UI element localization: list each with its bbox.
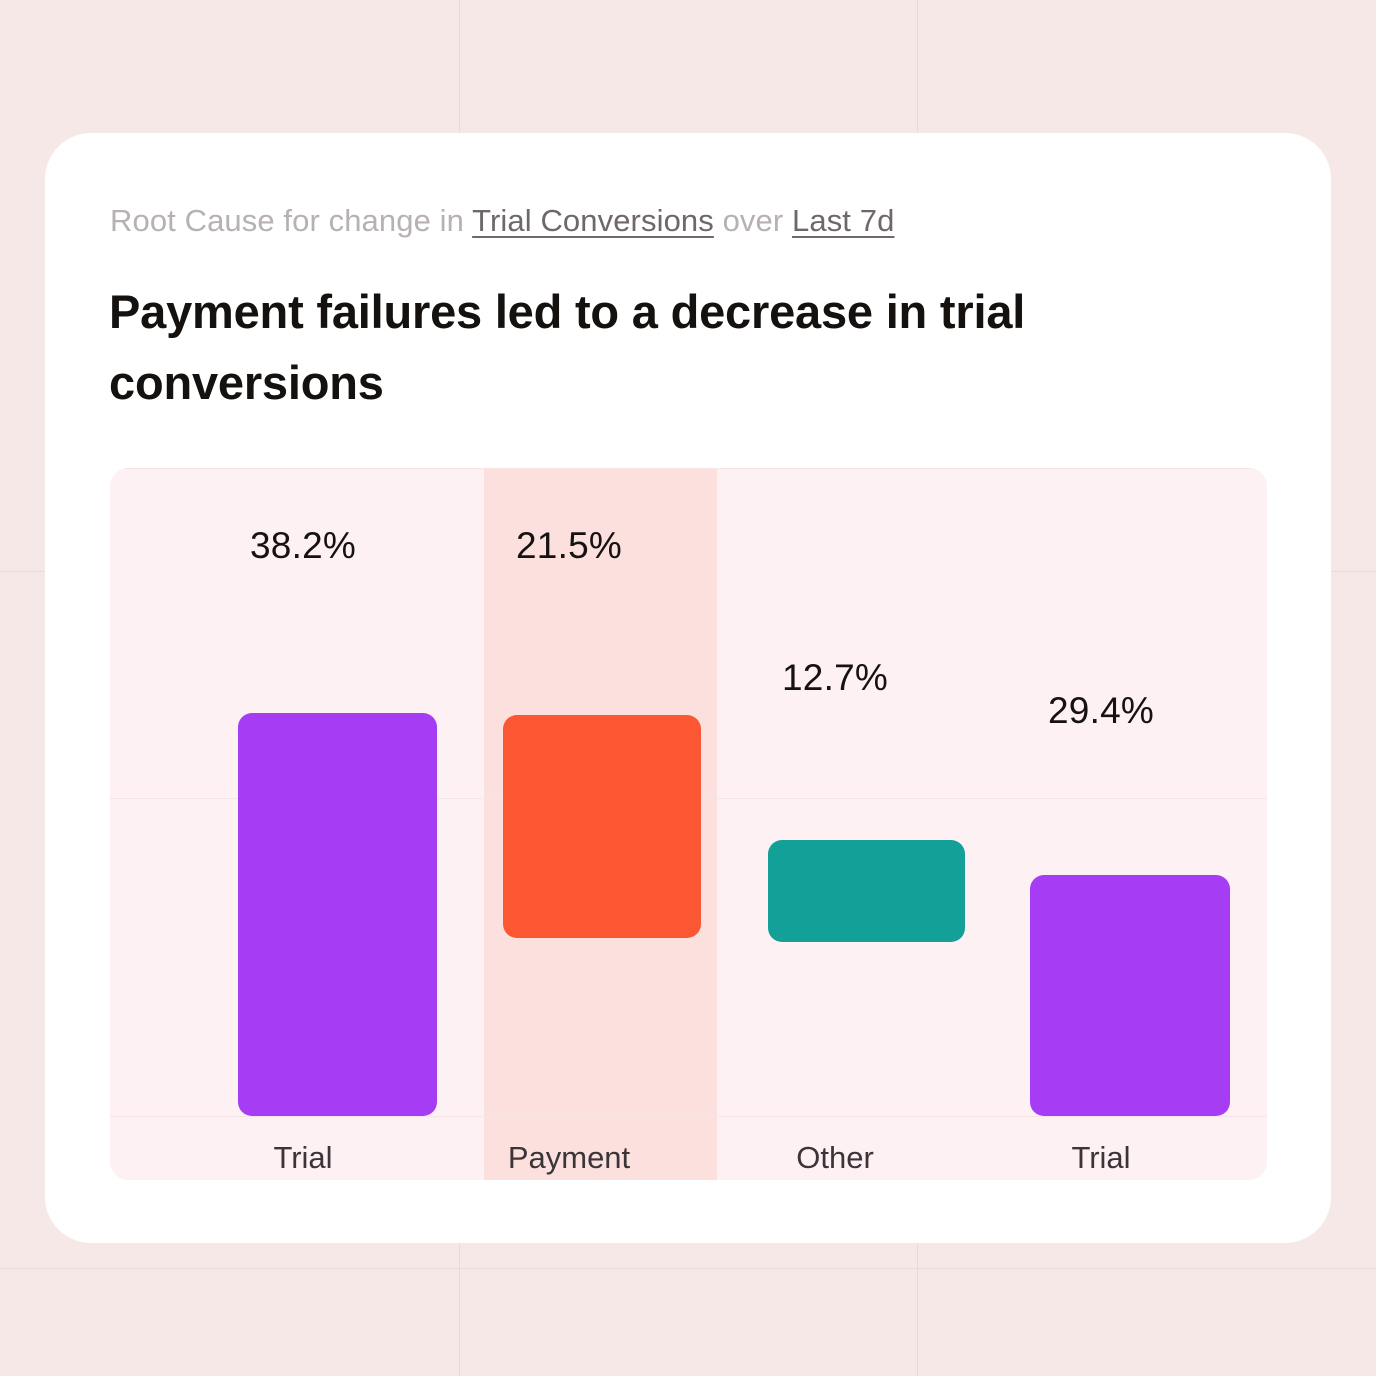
bar-other-actions[interactable] [768,840,965,942]
subtitle-prefix: Root Cause for change in [110,203,464,238]
chart-gridline [110,468,1267,469]
subtitle-middle: over [722,203,784,238]
chart-column: 21.5% Payment Declined [436,468,702,1180]
insight-card: Root Cause for change in Trial Conversio… [45,133,1331,1243]
bar-value-label: 29.4% [1048,690,1154,731]
bar-trial-conversions-today[interactable] [1030,875,1230,1116]
category-label-payment-declined: Payment Declined [507,1140,631,1175]
waterfall-chart: 38.2% Trial Conversions Last Month 21.5%… [110,468,1267,1180]
category-label-trial-conversions-today: Trial Conversions Today [1071,1140,1131,1175]
category-label-other-actions: Other Actions [796,1140,874,1175]
bar-trial-conversions-last-month[interactable] [238,713,437,1116]
background-gridline-horizontal [0,1268,1376,1269]
bar-value-label: 21.5% [516,525,622,566]
chart-baseline [110,1116,1267,1117]
chart-column: 12.7% Other Actions [702,468,968,1180]
card-subtitle: Root Cause for change in Trial Conversio… [110,203,894,239]
chart-column: 38.2% Trial Conversions Last Month [170,468,437,1180]
category-label-trial-conversions-last-month: Trial Conversions Last Month [273,1140,333,1175]
bar-value-label: 12.7% [782,657,888,698]
subtitle-daterange-link[interactable]: Last 7d [792,203,895,238]
bar-payment-declined[interactable] [503,715,701,938]
page-title: Payment failures led to a decrease in tr… [109,285,1026,410]
chart-column: 29.4% Trial Conversions Today [968,468,1234,1180]
bar-value-label: 38.2% [250,525,356,566]
subtitle-metric-link[interactable]: Trial Conversions [472,203,714,238]
